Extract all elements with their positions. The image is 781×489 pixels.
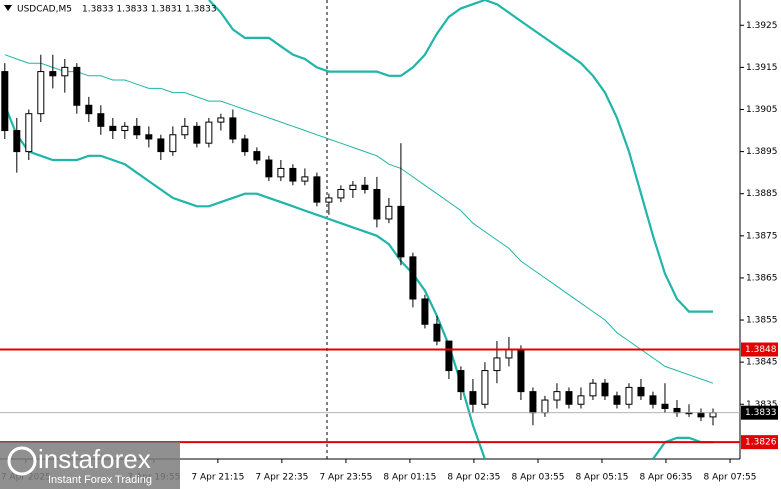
candle-body (517, 349, 525, 393)
candle-body (613, 395, 621, 405)
candle-body (589, 382, 597, 397)
axes: 1.3925 1.3915 1.3905 1.3895 1.3885 1.3875 1.38… (0, 21, 778, 483)
candle-body (181, 125, 189, 136)
band-line (208, 0, 713, 313)
y-tick-label: 1.3855 (746, 316, 778, 326)
logo-tagline: Instant Forex Trading (48, 474, 152, 486)
candle-body (109, 125, 117, 132)
band-line (3, 104, 486, 459)
x-tick-label: 7 Apr 23:55 (319, 473, 372, 483)
x-tick-label: 8 Apr 01:15 (383, 473, 436, 483)
level-label: 1.3848 (745, 345, 777, 355)
x-tick-label: 8 Apr 06:35 (639, 473, 692, 483)
candle-body (289, 167, 297, 182)
y-tick-label: 1.3925 (746, 21, 778, 31)
logo-name: instaforex (38, 444, 151, 474)
candle-body (457, 370, 465, 393)
y-tick-label: 1.3835 (746, 400, 778, 410)
candle-body (253, 151, 261, 161)
candle-body (649, 395, 657, 405)
candle-body (529, 391, 537, 414)
candle-body (601, 382, 609, 397)
quote: 1.3833 1.3833 1.3831 1.3833 (82, 5, 217, 15)
candle-body (277, 167, 285, 178)
candle-body (25, 113, 33, 153)
candle-body (169, 134, 177, 153)
y-tick-label: 1.3885 (746, 189, 778, 199)
candle-body (313, 176, 321, 203)
candle-body (193, 125, 201, 144)
candle-body (421, 298, 429, 325)
menu-arrow[interactable] (4, 5, 12, 11)
candle-body (145, 134, 153, 140)
candle-body (61, 66, 69, 77)
y-tick-label: 1.3845 (746, 358, 778, 368)
candle-body (553, 391, 561, 401)
band-line (652, 436, 713, 459)
candle-body (349, 184, 357, 190)
candle-body (673, 407, 681, 414)
candle-body (73, 66, 81, 106)
symbol: USDCAD,M5 (17, 5, 72, 15)
price-label-bg (741, 405, 778, 420)
band-line (4, 54, 714, 384)
candle-body (361, 184, 369, 190)
y-tick-label: 1.3915 (746, 63, 778, 73)
candle-body (217, 117, 225, 123)
candle-body (121, 125, 129, 132)
level-label: 1.3826 (745, 438, 777, 448)
candle-body (505, 349, 513, 359)
candle-body (37, 71, 45, 115)
candle-body (337, 188, 345, 199)
candle-body (565, 391, 573, 405)
logo: instaforex Instant Forex Trading (0, 442, 180, 489)
x-tick-label: 8 Apr 03:55 (512, 473, 565, 483)
candle-body (397, 205, 405, 258)
candle-body (241, 138, 249, 153)
level-label-bg (741, 435, 778, 450)
y-tick-label: 1.3875 (746, 231, 778, 241)
candle-body (301, 176, 309, 182)
candle-body (385, 205, 393, 220)
candle-body (637, 386, 645, 397)
level-label-bg (741, 342, 778, 357)
x-tick-label: 8 Apr 05:15 (575, 473, 628, 483)
candle-body (481, 370, 489, 405)
x-tick-label: 8 Apr 02:35 (447, 473, 500, 483)
candle-body (709, 412, 717, 418)
candle-body (97, 113, 105, 127)
candle-body (85, 104, 93, 115)
candle-body (49, 71, 57, 77)
x-tick-label: 7 Apr 21:15 (191, 473, 244, 483)
candle-body (1, 71, 9, 132)
y-tick-label: 1.3905 (746, 105, 778, 115)
x-tick-label: 8 Apr 07:55 (704, 473, 757, 483)
x-tick-label: 7 Apr 22:35 (255, 473, 308, 483)
candle-body (205, 121, 213, 144)
candle-body (541, 399, 549, 414)
candle-body (325, 197, 333, 203)
candle-body (625, 386, 633, 405)
candle-body (493, 357, 501, 372)
y-tick-label: 1.3895 (746, 147, 778, 157)
y-tick-label: 1.3865 (746, 273, 778, 283)
candle-body (697, 412, 705, 418)
candle-body (229, 117, 237, 140)
candle-body (445, 340, 453, 372)
candle-body (433, 323, 441, 342)
price-label: 1.3833 (745, 408, 777, 418)
candle-body (409, 256, 417, 300)
candle-body (133, 125, 141, 136)
candle-body (157, 138, 165, 153)
candle-body (13, 130, 21, 153)
plot-area (0, 0, 740, 459)
candle-body (373, 188, 381, 220)
candle-body (577, 395, 585, 405)
candle-body (469, 391, 477, 405)
logo-icon (7, 446, 37, 476)
candle-body (661, 403, 669, 409)
candle-body (265, 159, 273, 178)
